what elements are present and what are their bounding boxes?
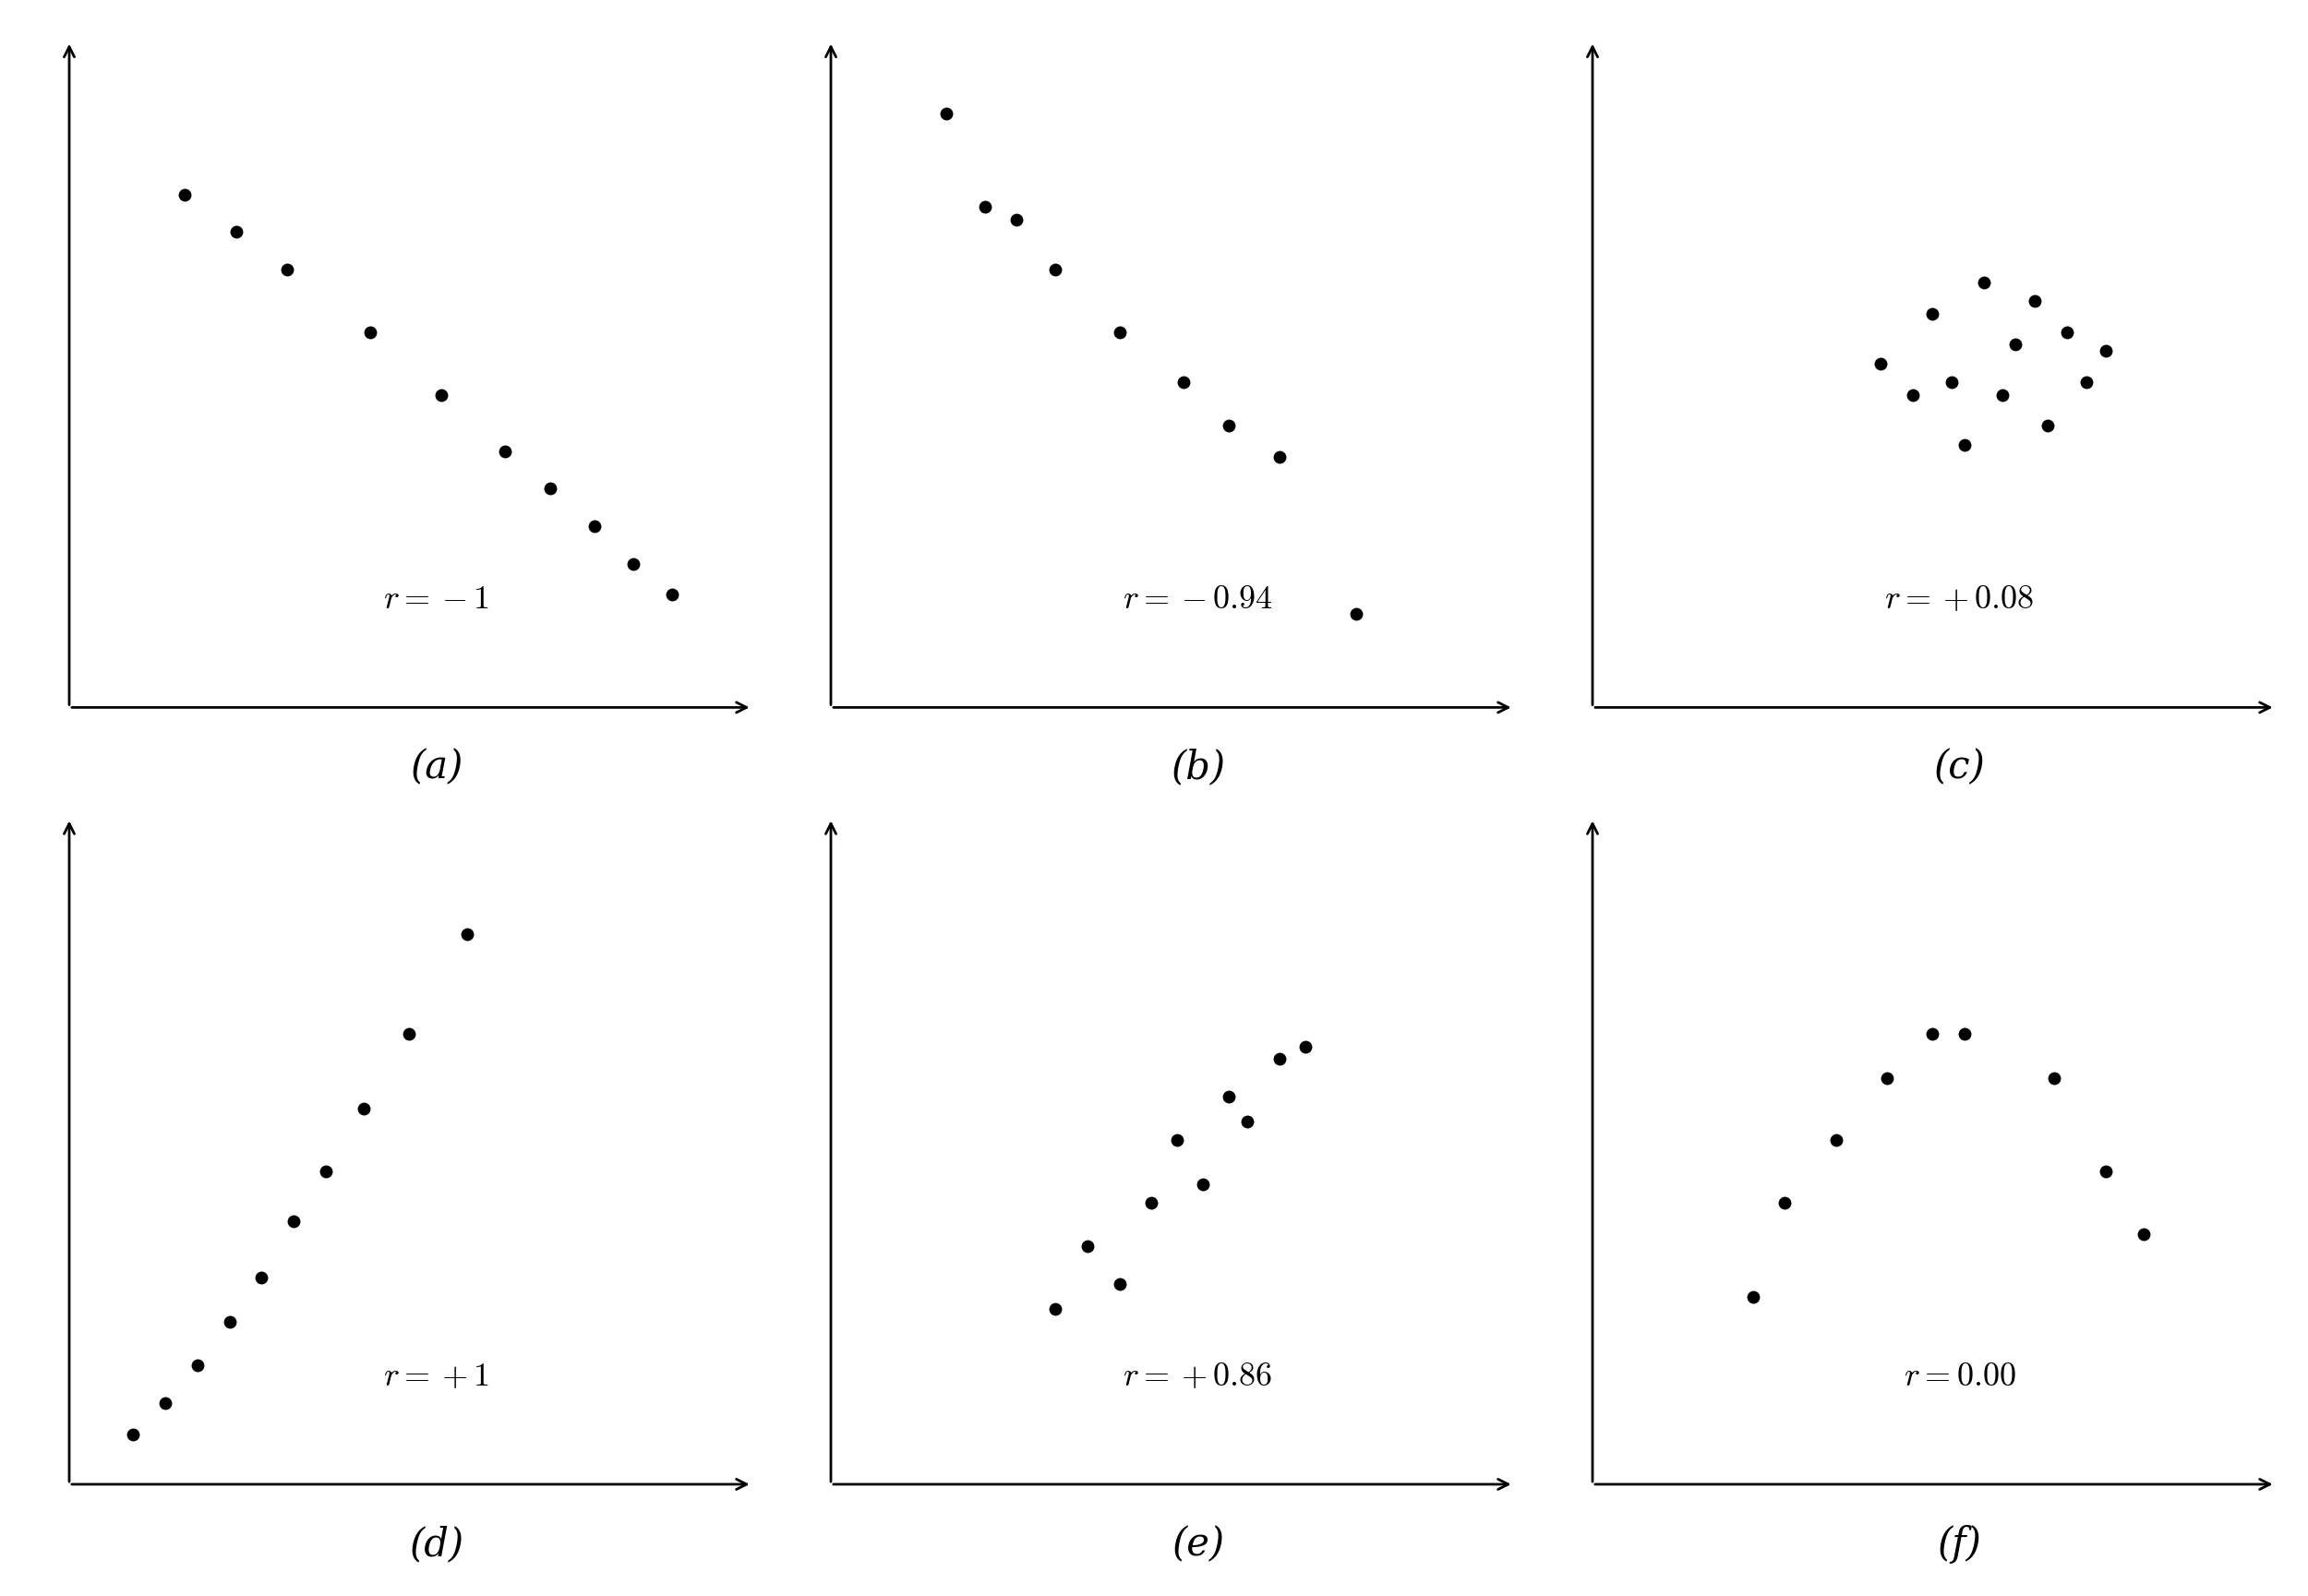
Point (448, 921, 485, 946)
Point (166, 182, 203, 207)
Point (242, 1266, 279, 1291)
Text: (b): (b) (1170, 749, 1226, 787)
Point (653, 583, 690, 608)
Point (1869, 1065, 1906, 1090)
Point (2086, 1159, 2123, 1184)
Point (531, 476, 568, 501)
Point (1069, 1234, 1106, 1259)
Point (1733, 1283, 1770, 1309)
Point (353, 319, 390, 345)
Point (1913, 1021, 1950, 1047)
Point (1260, 1047, 1297, 1073)
Point (1209, 413, 1246, 439)
Text: (f): (f) (1936, 1524, 1983, 1564)
Point (2126, 1221, 2163, 1246)
Text: $r = 0.00$: $r = 0.00$ (1904, 1360, 2015, 1392)
Point (1101, 319, 1138, 345)
Point (1766, 1191, 1803, 1216)
Point (268, 257, 305, 282)
Point (275, 1208, 312, 1234)
Point (346, 1096, 383, 1122)
Point (1863, 351, 1899, 377)
Point (1166, 369, 1202, 394)
Point (2017, 289, 2054, 314)
Point (422, 381, 459, 407)
Text: (e): (e) (1172, 1524, 1223, 1564)
Point (1159, 1127, 1196, 1152)
Text: $r = -1$: $r = -1$ (383, 584, 489, 614)
Text: (c): (c) (1934, 749, 1985, 787)
Text: $r = +0.08$: $r = +0.08$ (1886, 584, 2033, 614)
Point (390, 1021, 427, 1047)
Point (1934, 369, 1971, 394)
Point (1913, 300, 1950, 326)
Point (1819, 1127, 1856, 1152)
Point (967, 195, 1004, 220)
Point (614, 551, 651, 576)
Point (2036, 1065, 2073, 1090)
Point (928, 101, 965, 126)
Point (148, 1390, 185, 1416)
Point (1946, 433, 1983, 458)
Point (210, 1309, 247, 1334)
Point (487, 439, 524, 464)
Point (1260, 444, 1297, 469)
Text: $r = +1$: $r = +1$ (383, 1360, 489, 1392)
Point (217, 219, 254, 244)
Point (2086, 338, 2123, 364)
Point (1996, 332, 2033, 358)
Point (307, 1159, 344, 1184)
Text: (a): (a) (411, 749, 462, 787)
Point (1895, 381, 1932, 407)
Point (1339, 600, 1376, 626)
Point (1184, 1171, 1221, 1197)
Text: $r = -0.94$: $r = -0.94$ (1122, 584, 1274, 614)
Point (2050, 319, 2086, 345)
Point (1288, 1034, 1325, 1060)
Point (1964, 270, 2001, 295)
Point (1985, 381, 2022, 407)
Text: $r = +0.86$: $r = +0.86$ (1124, 1360, 1272, 1392)
Point (2029, 413, 2066, 439)
Text: (d): (d) (409, 1524, 464, 1564)
Point (1036, 257, 1073, 282)
Point (115, 1422, 152, 1448)
Point (1101, 1272, 1138, 1298)
Point (1036, 1296, 1073, 1321)
Point (1230, 1109, 1267, 1135)
Point (2068, 369, 2105, 394)
Point (1133, 1191, 1170, 1216)
Point (577, 514, 614, 539)
Point (999, 207, 1036, 233)
Point (1209, 1084, 1246, 1109)
Point (1946, 1021, 1983, 1047)
Point (180, 1353, 217, 1379)
